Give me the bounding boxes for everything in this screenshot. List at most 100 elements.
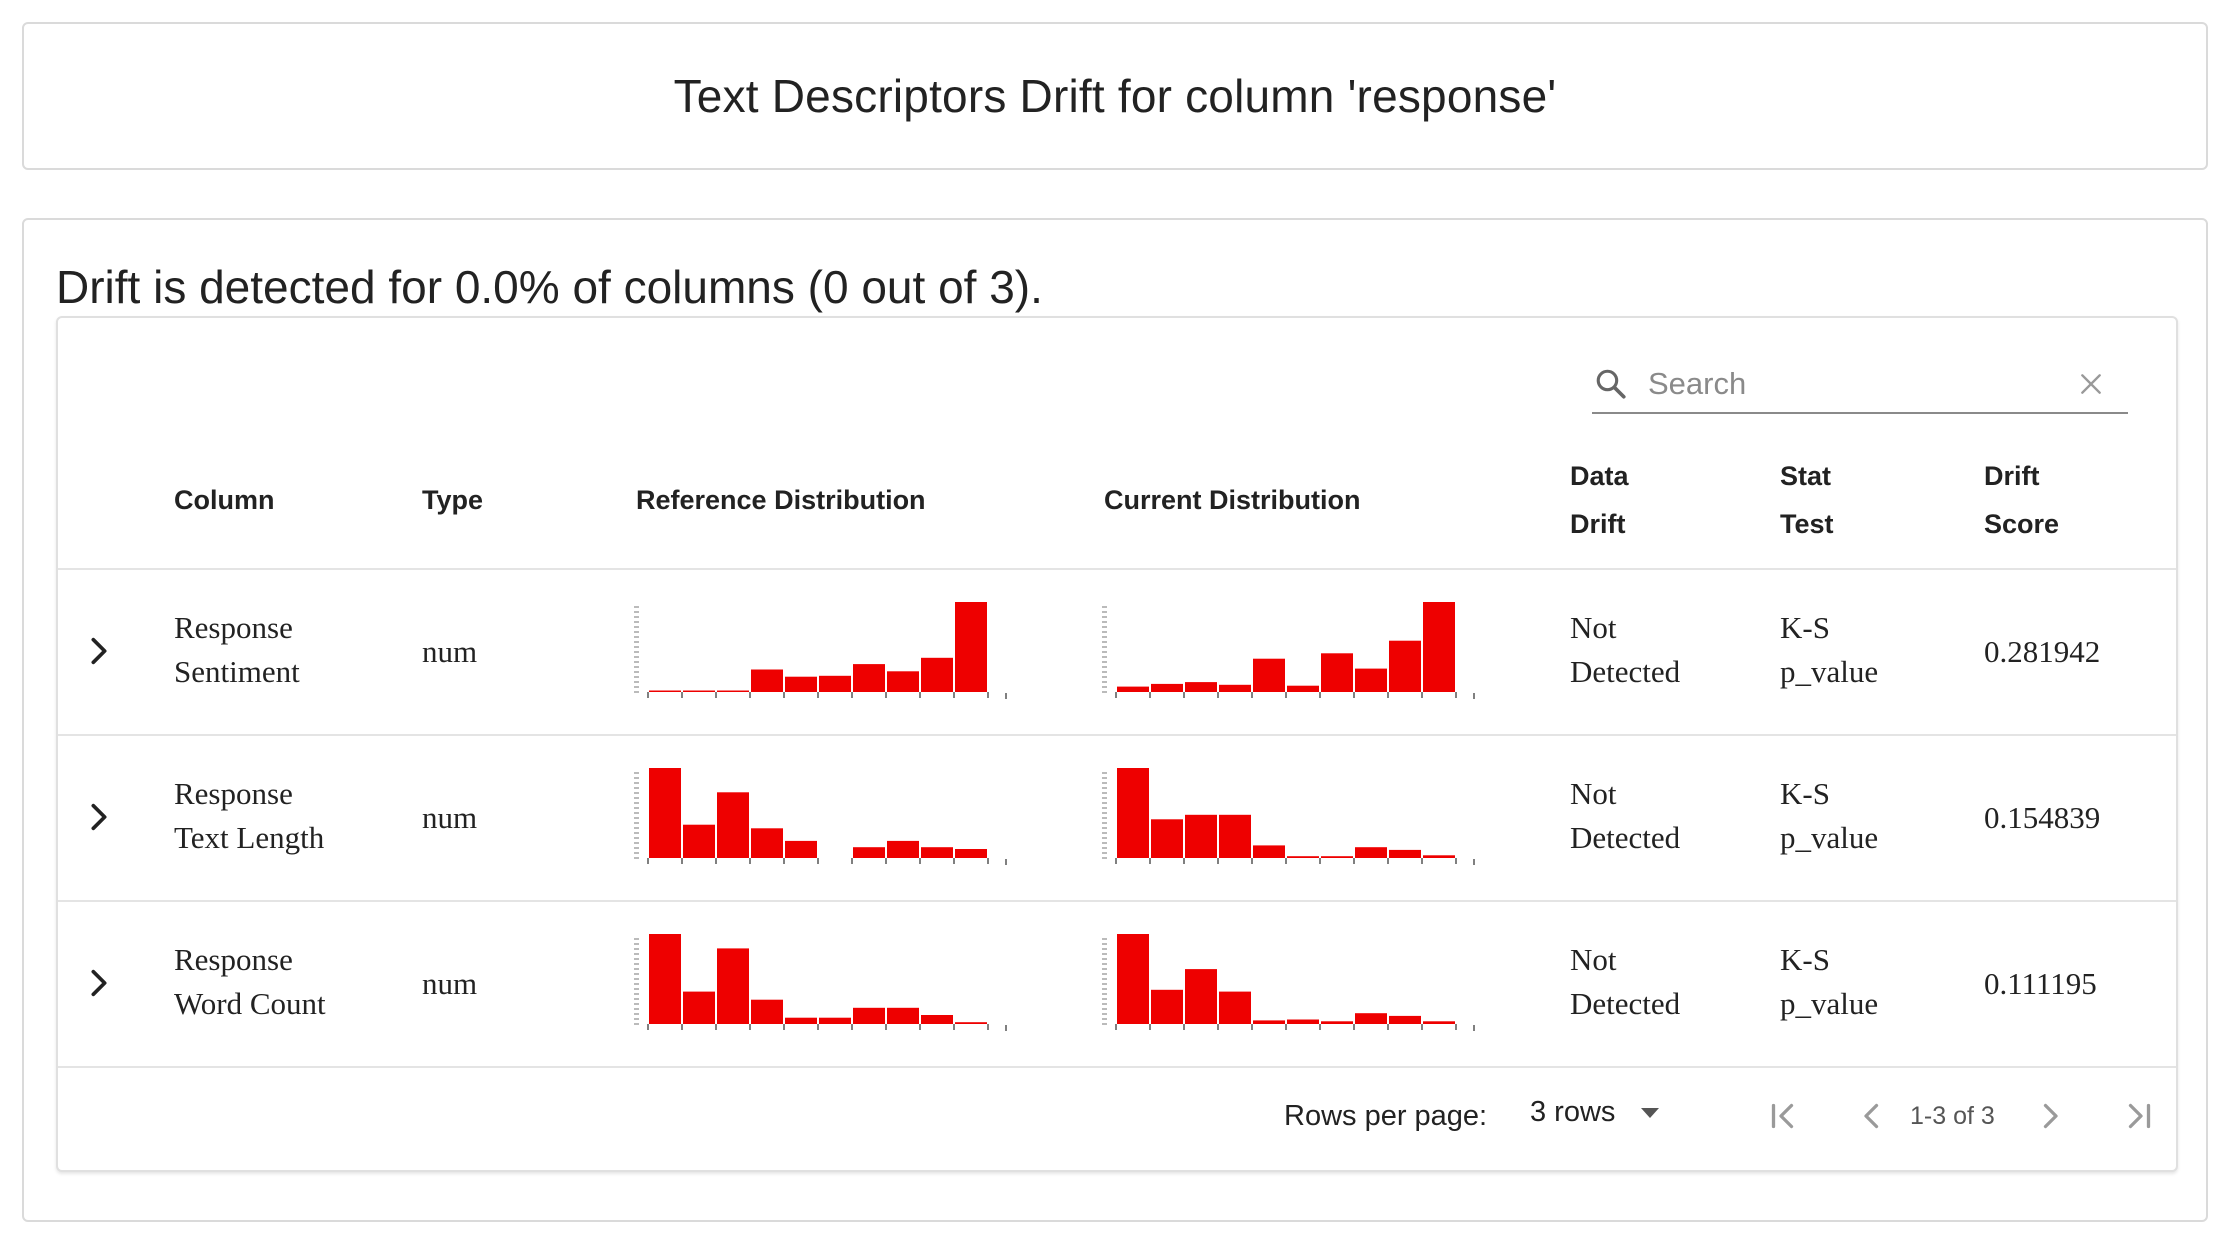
histogram-bar (887, 840, 919, 858)
stat-test: K-S p_value (1780, 938, 1990, 1026)
histogram-bar (1355, 847, 1387, 858)
data-drift-line2: Detected (1570, 654, 1681, 689)
page-title: Text Descriptors Drift for column 'respo… (673, 70, 1557, 122)
stat-test: K-S p_value (1780, 772, 1990, 860)
row-divider (58, 900, 2176, 902)
data-drift-line2: Detected (1570, 820, 1681, 855)
current-histogram (1102, 934, 1475, 1031)
search-input[interactable] (1646, 365, 2070, 403)
histogram-bar (1321, 856, 1353, 858)
stat-test-line2: p_value (1780, 986, 1879, 1021)
header-divider (58, 568, 2176, 570)
histogram-bar (649, 934, 681, 1024)
page-info: 1-3 of 3 (1910, 1102, 1995, 1130)
histogram-bar (1185, 682, 1217, 692)
reference-histogram (634, 934, 1007, 1031)
histogram-bar (717, 792, 749, 858)
data-drift-line1: Not (1570, 776, 1617, 811)
histogram-bar (751, 828, 783, 858)
histogram-bar (751, 999, 783, 1024)
arrow-drop-down-icon (1641, 1107, 1660, 1118)
header-stat-test[interactable]: Stat Test (1780, 452, 1920, 548)
histogram-bar (1423, 1021, 1455, 1024)
drift-score: 0.281942 (1984, 634, 2101, 669)
histogram-bar (887, 1007, 919, 1024)
drift-score: 0.111195 (1984, 966, 2097, 1001)
search-box[interactable] (1592, 356, 2128, 414)
histogram-bar (649, 690, 681, 692)
histogram-bar (1253, 658, 1285, 692)
header-current-distribution: Current Distribution (1104, 485, 1361, 515)
data-drift-line1: Not (1570, 942, 1617, 977)
first-page-icon[interactable] (1766, 1098, 1802, 1134)
histogram-bar (785, 676, 817, 692)
histogram-bar (819, 1017, 851, 1024)
histogram-bar (1253, 1020, 1285, 1024)
header-reference-distribution: Reference Distribution (636, 485, 926, 515)
histogram-bar (683, 824, 715, 858)
rows-per-page-select[interactable]: 3 rows (1530, 1096, 1661, 1129)
histogram-bar (921, 1015, 953, 1024)
histogram-bar (1423, 855, 1455, 858)
histogram-bar (1151, 819, 1183, 858)
histogram-bar (717, 690, 749, 692)
header-stat-test-line2: Test (1780, 509, 1834, 539)
data-drift-status: Not Detected (1570, 938, 1780, 1026)
histogram-bar (1117, 934, 1149, 1024)
histogram-bar (921, 657, 953, 692)
header-column[interactable]: Column (174, 485, 275, 515)
column-type: num (422, 966, 478, 1001)
column-type: num (422, 634, 478, 669)
histogram-bar (1389, 640, 1421, 692)
rows-per-page-value: 3 rows (1530, 1096, 1616, 1128)
header-type[interactable]: Type (422, 485, 484, 515)
column-name-line2: Word Count (174, 986, 326, 1021)
header-drift-score[interactable]: Drift Score (1984, 452, 2124, 548)
column-name-line2: Sentiment (174, 654, 300, 689)
histogram-bar (1287, 685, 1319, 692)
search-icon (1596, 369, 1626, 399)
header-data-drift[interactable]: Data Drift (1570, 452, 1710, 548)
histogram-bar (683, 991, 715, 1024)
histogram-bar (853, 664, 885, 692)
column-name-line1: Response (174, 610, 293, 645)
stat-test-line2: p_value (1780, 654, 1879, 689)
histogram-bar (1117, 686, 1149, 692)
drift-summary: Drift is detected for 0.0% of columns (0… (56, 261, 1043, 313)
column-name-line2: Text Length (174, 820, 325, 855)
histogram-bar (1219, 814, 1251, 858)
column-name: Response Sentiment (174, 606, 384, 694)
current-histogram (1102, 602, 1475, 699)
close-icon[interactable] (2078, 371, 2104, 397)
stat-test-line2: p_value (1780, 820, 1879, 855)
histogram-bar (1151, 683, 1183, 692)
histogram-bar (1389, 849, 1421, 858)
reference-histogram (634, 768, 1007, 865)
column-name: Response Text Length (174, 772, 384, 860)
chevron-right-icon[interactable] (2032, 1098, 2068, 1134)
column-name: Response Word Count (174, 938, 384, 1026)
histogram-bar (683, 690, 715, 692)
data-drift-line1: Not (1570, 610, 1617, 645)
chevron-right-icon[interactable] (82, 966, 116, 1000)
rows-per-page-label: Rows per page: (1284, 1100, 1488, 1132)
histogram-bar (853, 1007, 885, 1024)
chevron-left-icon[interactable] (1854, 1098, 1890, 1134)
drift-table: Column Type Reference Distribution Curre… (56, 316, 2178, 1172)
table-row: Response Word Count num Not Detected K-S… (58, 902, 2176, 1066)
current-histogram (1102, 768, 1475, 865)
histogram-bar (853, 847, 885, 858)
histogram-bar (1185, 969, 1217, 1024)
last-page-icon[interactable] (2120, 1098, 2156, 1134)
data-drift-line2: Detected (1570, 986, 1681, 1021)
histogram-bar (887, 671, 919, 692)
stat-test-line1: K-S (1780, 776, 1830, 811)
histogram-bar (1287, 1019, 1319, 1024)
column-type: num (422, 800, 478, 835)
row-divider (58, 734, 2176, 736)
chevron-right-icon[interactable] (82, 634, 116, 668)
histogram-bar (955, 602, 987, 692)
chevron-right-icon[interactable] (82, 800, 116, 834)
table-row: Response Sentiment num Not Detected K-S … (58, 570, 2176, 734)
row-divider (58, 1066, 2176, 1068)
